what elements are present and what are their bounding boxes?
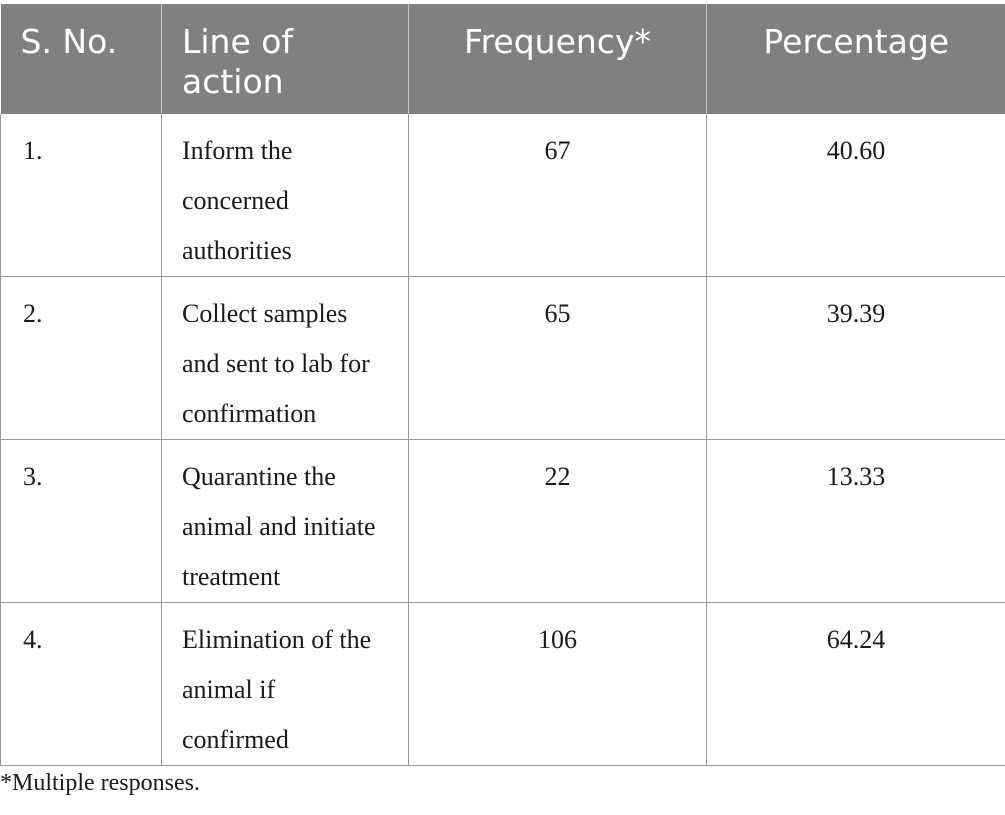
cell-action: Elimination of the animal if confirmed (161, 602, 409, 766)
data-table-container: S. No. Line of action Frequency* Percent… (0, 4, 1005, 766)
cell-frequency: 106 (408, 602, 707, 766)
table-row: 2. Collect samples and sent to lab for c… (0, 276, 1005, 440)
line-of-action-table: S. No. Line of action Frequency* Percent… (0, 4, 1005, 766)
cell-frequency: 67 (408, 114, 707, 277)
cell-action: Collect samples and sent to lab for conf… (161, 276, 409, 440)
cell-sno: 3. (0, 439, 162, 603)
cell-percentage: 64.24 (706, 602, 1005, 766)
cell-sno: 4. (0, 602, 162, 766)
cell-sno: 2. (0, 276, 162, 440)
cell-percentage: 40.60 (706, 114, 1005, 277)
header-frequency: Frequency* (408, 4, 707, 114)
table-footnote: *Multiple responses. (0, 770, 200, 796)
cell-frequency: 22 (408, 439, 707, 603)
table-row: 3. Quarantine the animal and initiate tr… (0, 439, 1005, 603)
header-percentage: Percentage (706, 4, 1005, 114)
header-row: S. No. Line of action Frequency* Percent… (0, 4, 1005, 114)
cell-percentage: 13.33 (706, 439, 1005, 603)
cell-sno: 1. (0, 114, 162, 277)
table-body: 1. Inform the concerned authorities 67 4… (0, 114, 1005, 766)
cell-action: Quarantine the animal and initiate treat… (161, 439, 409, 603)
cell-frequency: 65 (408, 276, 707, 440)
header-line-of-action: Line of action (161, 4, 409, 114)
table-row: 1. Inform the concerned authorities 67 4… (0, 114, 1005, 277)
table-row: 4. Elimination of the animal if confirme… (0, 602, 1005, 766)
table-header: S. No. Line of action Frequency* Percent… (0, 4, 1005, 114)
cell-percentage: 39.39 (706, 276, 1005, 440)
header-sno: S. No. (0, 4, 162, 114)
cell-action: Inform the concerned authorities (161, 114, 409, 277)
